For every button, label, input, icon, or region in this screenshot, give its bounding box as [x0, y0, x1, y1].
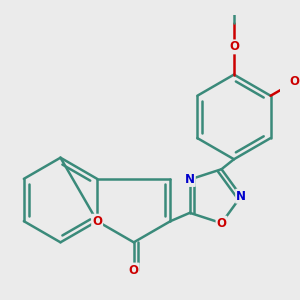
Text: O: O	[129, 263, 139, 277]
Text: O: O	[229, 40, 239, 53]
Text: O: O	[92, 215, 102, 228]
Text: N: N	[236, 190, 246, 203]
Text: O: O	[290, 75, 300, 88]
Text: N: N	[185, 173, 195, 186]
Text: O: O	[217, 217, 226, 230]
